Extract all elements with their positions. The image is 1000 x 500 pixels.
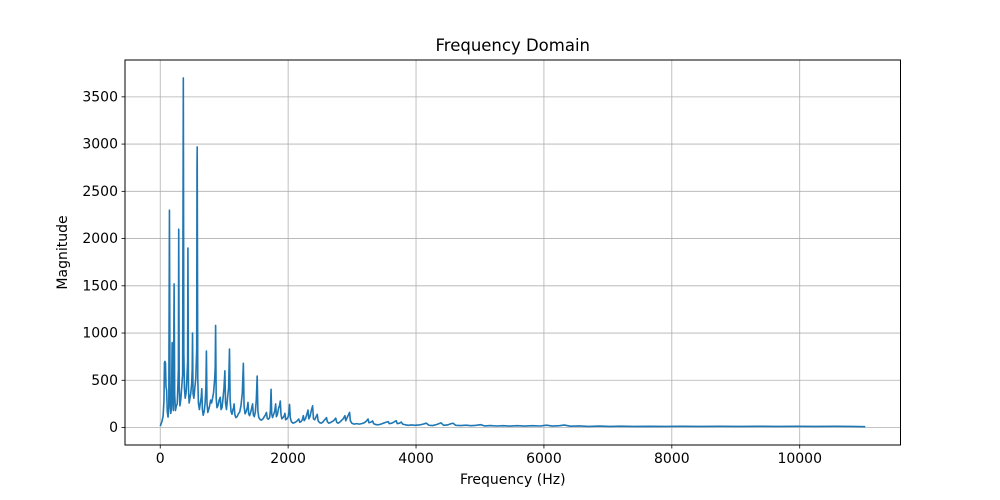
x-axis-label: Frequency (Hz) (460, 472, 566, 488)
chart-title: Frequency Domain (435, 36, 590, 55)
y-tick-label: 1000 (82, 326, 118, 342)
y-tick-label: 3000 (82, 137, 118, 153)
y-tick-label: 500 (91, 373, 118, 389)
x-tick-label: 2000 (270, 451, 306, 467)
x-tick-label: 10000 (777, 451, 822, 467)
y-axis-label: Magnitude (55, 215, 71, 289)
spectrum-line (159, 77, 866, 428)
spectrum-series (159, 77, 866, 428)
plot-border (124, 59, 901, 446)
y-tick-label: 3500 (82, 89, 118, 105)
y-tick-label: 2000 (82, 231, 118, 247)
y-tick-label: 0 (109, 420, 118, 436)
grid (125, 60, 901, 445)
x-tick-label: 0 (156, 451, 165, 467)
y-tick-label: 1500 (82, 278, 118, 294)
x-tick-label: 4000 (398, 451, 434, 467)
y-tick-label: 2500 (82, 184, 118, 200)
axis-ticks: 0 2000 4000 6000 8000 10000 0 500 1000 1500 2000 25… (82, 89, 822, 467)
x-tick-label: 6000 (526, 451, 562, 467)
x-tick-label: 8000 (654, 451, 690, 467)
